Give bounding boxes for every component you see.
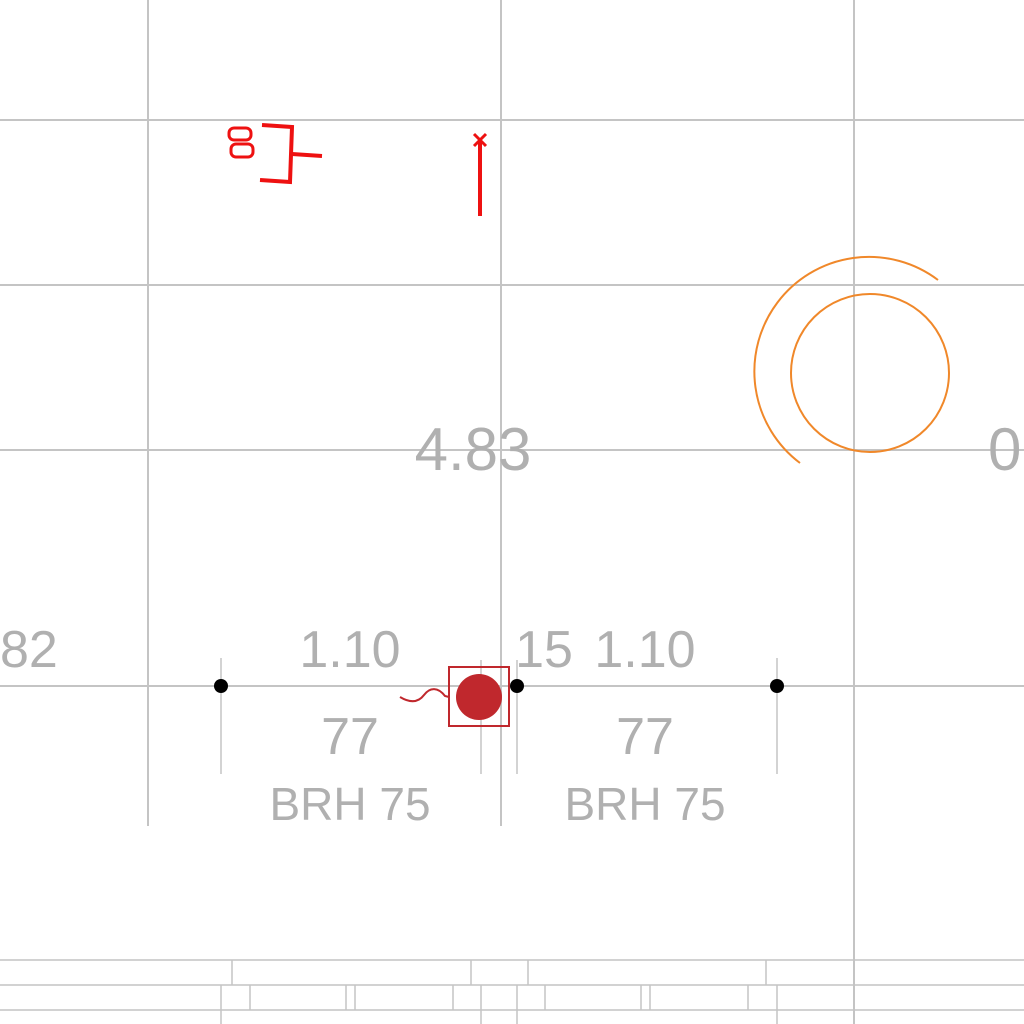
dim-mid: 15 bbox=[515, 621, 573, 679]
outlet-symbol-icon bbox=[399, 666, 510, 727]
left-edge-value: 82 bbox=[0, 621, 58, 679]
red-loop-lower bbox=[229, 142, 255, 159]
right-edge-value: 0 bbox=[988, 416, 1021, 483]
red-markings bbox=[227, 123, 488, 216]
dim-right-top: 1.10 bbox=[594, 621, 695, 679]
wire-squiggle bbox=[399, 688, 450, 703]
dim-node-2 bbox=[510, 679, 524, 693]
dim-node-3 bbox=[770, 679, 784, 693]
orange-arcs bbox=[753, 255, 950, 464]
orange-circle-inner bbox=[790, 293, 950, 453]
dim-node-1 bbox=[214, 679, 228, 693]
dim-left-top: 1.10 bbox=[299, 621, 400, 679]
dim-right-bottom: 77 bbox=[616, 708, 674, 766]
orange-arc-outer bbox=[753, 255, 939, 464]
dim-left-bottom: 77 bbox=[321, 708, 379, 766]
dim-right-caption: BRH 75 bbox=[564, 778, 725, 830]
red-bracket bbox=[259, 123, 295, 185]
red-loop-upper bbox=[227, 126, 253, 142]
center-value: 4.83 bbox=[415, 416, 532, 483]
dim-left-caption: BRH 75 bbox=[269, 778, 430, 830]
red-cross-icon bbox=[472, 132, 488, 148]
bottom-strip bbox=[0, 959, 1024, 1024]
